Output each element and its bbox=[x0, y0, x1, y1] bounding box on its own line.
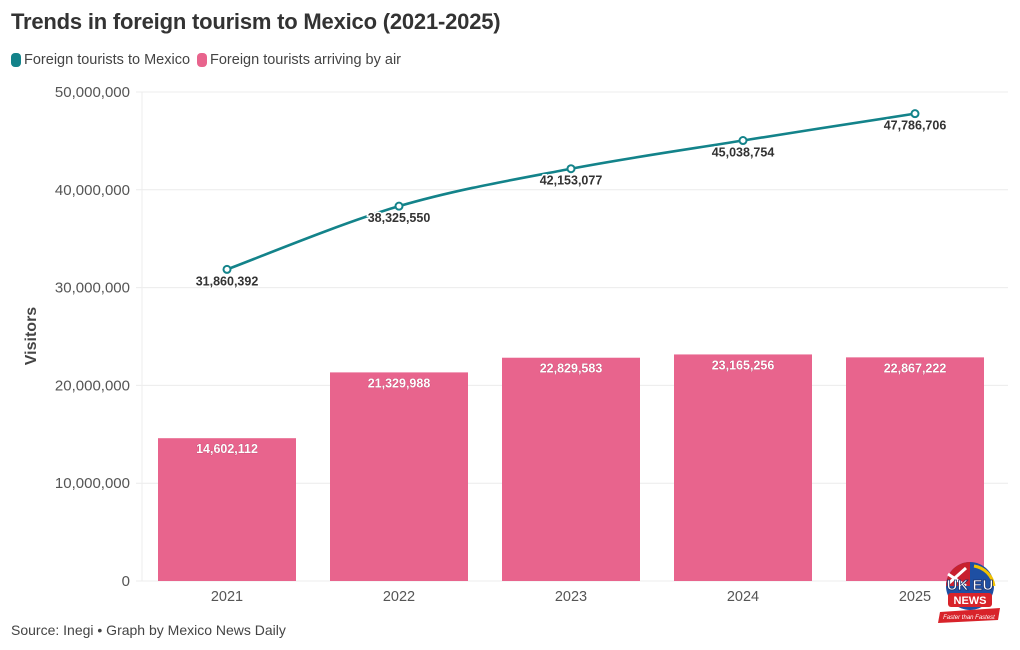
line-value-label: 38,325,550 bbox=[368, 211, 431, 225]
y-tick-label: 20,000,000 bbox=[55, 377, 130, 394]
x-tick-label: 2024 bbox=[727, 589, 759, 605]
legend-item-line[interactable]: Foreign tourists to Mexico bbox=[11, 52, 190, 68]
line-point bbox=[222, 264, 232, 274]
bar-series bbox=[158, 354, 984, 581]
legend-label-line: Foreign tourists to Mexico bbox=[24, 52, 191, 68]
bar-value-label: 21,329,988 bbox=[368, 376, 431, 390]
line-point bbox=[910, 109, 920, 119]
y-axis-label: Visitors bbox=[23, 307, 40, 366]
x-axis-ticks: 2021 2022 2023 2024 2025 bbox=[211, 589, 931, 605]
logo-mid-text: NEWS bbox=[954, 595, 987, 607]
x-tick-label: 2022 bbox=[383, 589, 415, 605]
y-axis-ticks: 0 10,000,000 20,000,000 30,000,000 40,000,00… bbox=[55, 84, 130, 590]
legend-item-bar[interactable]: Foreign tourists arriving by air bbox=[197, 52, 401, 68]
logo-top-text: UK EU bbox=[947, 577, 994, 594]
x-tick-label: 2025 bbox=[899, 589, 931, 605]
logo-tagline: Faster than Fastest bbox=[943, 615, 995, 621]
y-tick-label: 10,000,000 bbox=[55, 475, 130, 492]
line-path bbox=[226, 112, 916, 271]
uk-eu-news-logo: UK EU NEWS Faster than Fastest bbox=[936, 560, 1004, 626]
x-tick-label: 2023 bbox=[555, 589, 587, 605]
bar-value-label: 23,165,256 bbox=[712, 358, 775, 372]
line-series bbox=[222, 109, 920, 274]
line-labels: 31,860,392 38,325,550 42,153,077 45,038,754… bbox=[194, 117, 948, 290]
bar bbox=[502, 357, 640, 581]
line-point bbox=[394, 201, 404, 211]
y-tick-label: 40,000,000 bbox=[55, 182, 130, 199]
legend: Foreign tourists to Mexico Foreign touri… bbox=[11, 52, 408, 68]
bar-value-label: 14,602,112 bbox=[196, 442, 258, 456]
line-value-label: 31,860,392 bbox=[196, 274, 259, 288]
legend-label-bar: Foreign tourists arriving by air bbox=[210, 52, 402, 68]
line-value-label: 42,153,077 bbox=[540, 174, 603, 188]
x-tick-label: 2021 bbox=[211, 589, 243, 605]
bar bbox=[674, 354, 812, 581]
bar-labels: 14,602,112 21,329,988 22,829,583 23,165,256… bbox=[196, 358, 947, 456]
bar bbox=[158, 438, 296, 581]
line-point bbox=[738, 136, 748, 146]
bar bbox=[846, 357, 984, 581]
line-value-label: 47,786,706 bbox=[884, 119, 947, 133]
y-tick-label: 50,000,000 bbox=[55, 84, 130, 101]
line-value-label: 45,038,754 bbox=[712, 146, 775, 160]
y-tick-label: 0 bbox=[122, 573, 130, 590]
legend-swatch-line bbox=[11, 53, 21, 67]
legend-swatch-bar bbox=[197, 53, 208, 67]
chart-title: Trends in foreign tourism to Mexico (202… bbox=[11, 9, 501, 34]
source-note: Source: Inegi • Graph by Mexico News Dai… bbox=[11, 622, 286, 638]
bar-value-label: 22,867,222 bbox=[884, 361, 947, 375]
y-tick-label: 30,000,000 bbox=[55, 280, 130, 297]
bar-value-label: 22,829,583 bbox=[540, 362, 603, 376]
bar bbox=[330, 372, 468, 581]
line-point bbox=[566, 164, 576, 174]
